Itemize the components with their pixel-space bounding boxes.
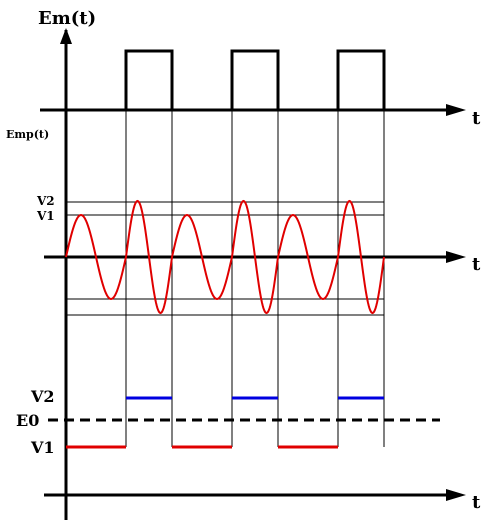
- vertical-axis-arrow: [60, 28, 72, 44]
- v2-label-bottom: V2: [30, 387, 55, 406]
- horizontal-guides: [66, 201, 384, 316]
- v1-label-mid: V1: [36, 209, 55, 223]
- square-pulse-3: [336, 49, 386, 110]
- t-label-bottom: t: [472, 492, 481, 513]
- vertical-guides: [125, 110, 385, 447]
- v2-label-mid: V2: [36, 194, 55, 208]
- modulated-sine-wave: [65, 199, 385, 315]
- t-label-top: t: [472, 108, 481, 129]
- t-label-middle: t: [472, 254, 481, 275]
- em-axis-label: Em(t): [38, 8, 96, 29]
- square-wave: [124, 49, 386, 110]
- square-pulse-2: [230, 49, 280, 110]
- middle-time-axis-arrow: [446, 251, 466, 263]
- square-pulse-1: [124, 49, 174, 110]
- v1-label-bottom: V1: [30, 438, 55, 457]
- bottom-time-axis-arrow: [446, 489, 466, 501]
- emp-axis-label: Emp(t): [6, 128, 49, 141]
- top-time-axis-arrow: [446, 104, 466, 116]
- e0-label: E0: [16, 411, 39, 430]
